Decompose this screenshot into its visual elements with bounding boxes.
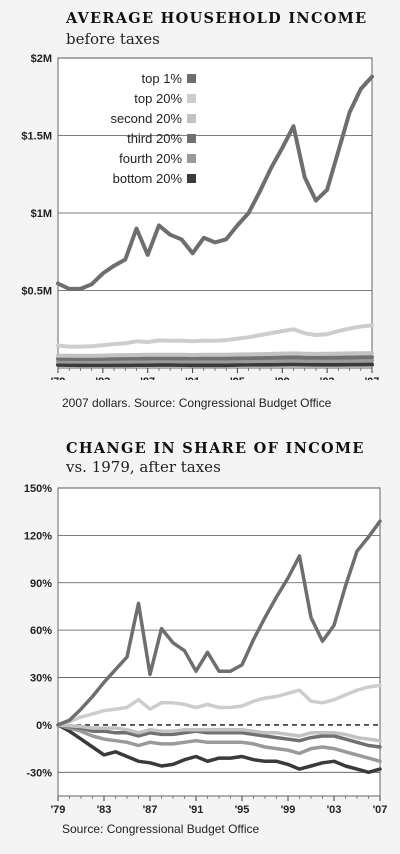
chart1-subtitle: before taxes — [66, 30, 160, 48]
x-tick-label: '99 — [275, 376, 290, 380]
legend-label-top-20pct: top 20% — [134, 91, 182, 106]
y-tick-label: $1.5M — [21, 131, 52, 143]
legend-swatch-bottom-20pct — [187, 174, 196, 183]
series-line-bottom-20pct — [56, 362, 374, 368]
legend-label-bottom-20pct: bottom 20% — [113, 171, 183, 186]
x-tick-label: '95 — [235, 804, 250, 816]
x-tick-label: '03 — [320, 376, 335, 380]
x-tick-label: '91 — [185, 376, 200, 380]
series-line-top-20pct — [56, 683, 382, 727]
x-tick-label: '83 — [95, 376, 110, 380]
y-tick-label: 60% — [30, 625, 52, 637]
x-tick-label: '03 — [327, 804, 342, 816]
y-tick-label: $2M — [31, 53, 52, 65]
x-tick-label: '87 — [140, 376, 155, 380]
y-tick-label: $0.5M — [21, 286, 52, 298]
series-line-second-20pct — [56, 351, 374, 358]
series-line-top-1pct — [56, 74, 374, 291]
series-line-third-20pct — [56, 723, 382, 749]
series-line-top-20pct — [56, 323, 374, 349]
chart2-source: Source: Congressional Budget Office — [62, 822, 260, 836]
chart2-plot: -30% 0% 30% 60% 90% 120% 150% '79 '83 '87 '91 '95 '9… — [24, 483, 388, 816]
x-tick-label: '99 — [281, 804, 296, 816]
series-line-bottom-20pct — [56, 723, 382, 775]
legend-swatch-second-20pct — [187, 114, 196, 123]
chart2-subtitle: vs. 1979, after taxes — [66, 458, 221, 476]
legend-label-second-20pct: second 20% — [110, 111, 182, 126]
legend-label-third-20pct: third 20% — [127, 131, 182, 146]
chart1-plot: $0.5M $1M $1.5M $2M '79 '83 '87 '91 '95 '99 '03 '07… — [21, 53, 380, 380]
legend-swatch-fourth-20pct — [187, 154, 196, 163]
x-tick-label: '87 — [143, 804, 158, 816]
series-line-top-1pct — [56, 519, 382, 727]
x-tick-label: '07 — [373, 804, 388, 816]
y-tick-label: 90% — [30, 578, 52, 590]
series-line-fourth-20pct — [56, 358, 374, 364]
series-line-second-20pct — [56, 723, 382, 743]
legend-label-fourth-20pct: fourth 20% — [119, 151, 182, 166]
chart1-title: AVERAGE HOUSEHOLD INCOME — [66, 10, 368, 27]
series-line-fourth-20pct — [56, 723, 382, 764]
y-tick-label: 120% — [24, 530, 52, 542]
chart2-title: CHANGE IN SHARE OF INCOME — [66, 440, 365, 457]
y-tick-label: 30% — [30, 673, 52, 685]
x-tick-label: '83 — [97, 804, 112, 816]
income-chart-panel: AVERAGE HOUSEHOLD INCOME before taxes $0… — [0, 0, 400, 420]
x-tick-label: '95 — [230, 376, 245, 380]
y-tick-label: 0% — [36, 720, 52, 732]
x-tick-label: '07 — [365, 376, 380, 380]
x-tick-label: '79 — [51, 376, 66, 380]
legend-swatch-third-20pct — [187, 134, 196, 143]
y-tick-label: $1M — [31, 208, 52, 220]
y-tick-label: 150% — [24, 483, 52, 495]
plot-area — [57, 487, 381, 797]
x-tick-label: '79 — [51, 804, 66, 816]
x-tick-label: '91 — [189, 804, 204, 816]
chart1-source: 2007 dollars. Source: Congressional Budg… — [62, 396, 332, 410]
legend-swatch-top-1pct — [187, 74, 196, 83]
y-tick-label: -30% — [26, 767, 52, 779]
legend-swatch-top-20pct — [187, 94, 196, 103]
legend-label-top-1pct: top 1% — [142, 71, 183, 86]
series-line-third-20pct — [56, 355, 374, 361]
share-chart-panel: CHANGE IN SHARE OF INCOME vs. 1979, afte… — [0, 430, 400, 854]
